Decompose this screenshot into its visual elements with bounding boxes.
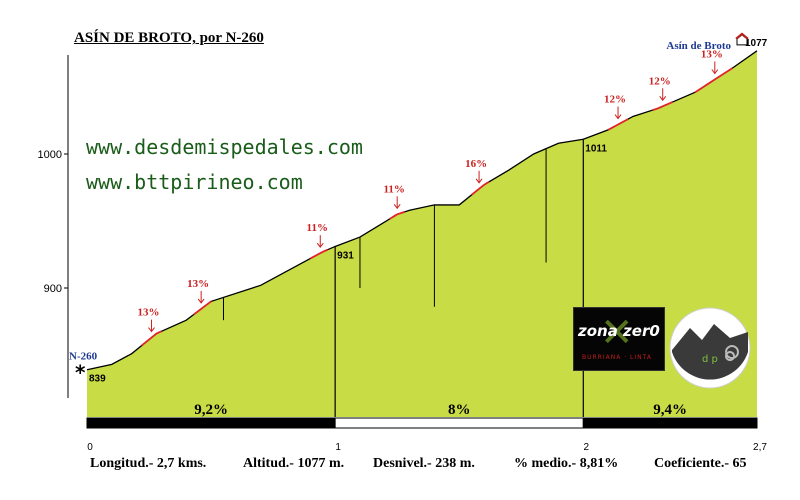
grade-arrow-head [614, 114, 622, 120]
elevation-label: 931 [337, 250, 354, 261]
x-tick-label: 0 [87, 442, 93, 453]
stat-longitud: Longitud.- 2,7 kms. [90, 456, 207, 471]
segment-bar [582, 417, 758, 429]
segment-bar [334, 417, 584, 429]
place-label-end: Asín de Broto [666, 40, 731, 52]
zonazero-x-icon: ✕ [600, 310, 634, 356]
y-tick-label: 900 [44, 283, 62, 295]
segment-grade: 8% [448, 402, 471, 418]
y-tick-label: 1000 [38, 149, 62, 161]
elevation-label: 839 [89, 374, 106, 385]
elevation-label: 1077 [745, 38, 768, 49]
website-2[interactable]: www.bttpirineo.com [86, 170, 303, 194]
zonazero-logo-text: zona zer0 [578, 322, 660, 340]
footer-stats: Longitud.- 2,7 kms. Altitud.- 1077 m. De… [0, 456, 800, 476]
stat-medio: % medio.- 8,81% [514, 456, 619, 471]
segment-grade: 9,4% [653, 402, 687, 418]
dp-logo-text: d p [702, 354, 718, 365]
segment-bar [86, 417, 336, 429]
profile-line [86, 50, 758, 371]
grade-label: 12% [604, 94, 626, 106]
zonazero-logo: ✕ zona zer0 BURRIANA · LINTA [573, 307, 665, 371]
x-tick-label: 1 [335, 442, 341, 453]
grade-label: 13% [187, 278, 209, 290]
grade-arrow-head [659, 95, 667, 102]
steep-segment [141, 330, 162, 347]
grade-arrow-head [393, 204, 401, 210]
grade-arrow-head [148, 327, 155, 333]
house-roof-icon [735, 32, 749, 40]
steep-segment [694, 67, 733, 94]
grade-arrow-head [711, 69, 719, 75]
grade-label: 13% [138, 307, 160, 319]
stat-coeficiente: Coeficiente.- 65 [654, 456, 747, 471]
grade-arrow-head [197, 298, 205, 304]
dp-logo: d p [669, 307, 751, 389]
page-title: ASÍN DE BROTO, por N-260 [74, 30, 264, 46]
stat-altitud: Altitud.- 1077 m. [243, 456, 345, 471]
steep-segment [193, 300, 212, 316]
elevation-label: 1011 [585, 143, 607, 154]
grade-label: 11% [383, 183, 404, 195]
segment-grade: 9,2% [194, 402, 228, 418]
stat-desnivel: Desnivel.- 238 m. [373, 456, 475, 471]
zonazero-logo-sub: BURRIANA · LINTA [582, 354, 652, 361]
grade-arrow-head [475, 178, 483, 184]
steep-segment [471, 181, 490, 196]
start-symbol: * [75, 361, 86, 385]
steep-segment [309, 248, 329, 260]
place-label-start: N-260 [69, 351, 98, 363]
steep-segment [389, 211, 405, 220]
grade-label: 11% [307, 222, 328, 234]
grade-arrow-head [316, 242, 324, 248]
website-1[interactable]: www.desdemispedales.com [86, 135, 363, 159]
steep-segment [607, 118, 629, 131]
grade-label: 13% [701, 48, 723, 60]
x-tick-label: 2,7 [753, 442, 767, 453]
steep-segment [652, 101, 673, 111]
grade-label: 16% [465, 158, 487, 170]
grade-label: 12% [649, 75, 671, 87]
x-tick-label: 2 [584, 442, 590, 453]
